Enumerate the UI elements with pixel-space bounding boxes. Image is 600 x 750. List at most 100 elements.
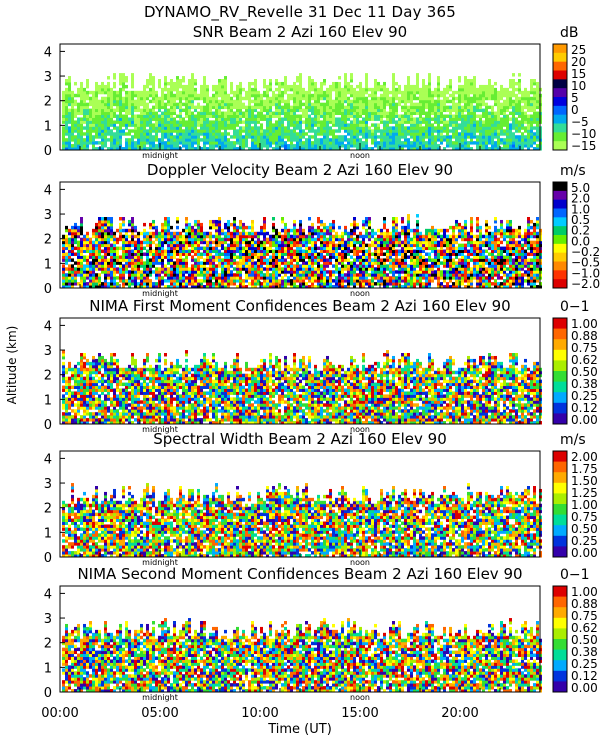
heatmap-cell [218,279,221,283]
heatmap-cell [260,273,263,277]
heatmap-cell [518,138,521,142]
heatmap-cell [191,90,194,95]
heatmap-cell [179,129,182,133]
heatmap-cell [104,129,107,133]
heatmap-cell [482,102,485,107]
heatmap-cell [371,90,374,95]
heatmap-cell [263,81,266,86]
heatmap-cell [239,111,242,116]
heatmap-cell [509,79,512,83]
heatmap-cell [116,258,119,262]
heatmap-cell [104,90,107,95]
heatmap-cell [248,147,251,151]
heatmap-cell [71,252,74,256]
heatmap-cell [83,264,86,268]
heatmap-cell [317,111,320,116]
heatmap-cell [167,102,170,107]
heatmap-cell [314,246,317,251]
heatmap-cell [86,258,89,262]
heatmap-cell [527,129,530,133]
heatmap-cell [380,135,383,139]
heatmap-cell [236,111,239,116]
heatmap-cell [122,99,125,104]
heatmap-cell [500,96,503,101]
heatmap-cell [146,267,149,271]
heatmap-cell [74,231,77,236]
heatmap-cell [362,87,365,92]
heatmap-cell [332,123,335,127]
heatmap-cell [155,138,158,142]
heatmap-cell [251,231,254,236]
heatmap-cell [281,132,284,136]
heatmap-cell [227,276,230,280]
heatmap-cell [413,102,416,107]
heatmap-cell [311,249,314,254]
heatmap-cell [92,120,95,124]
heatmap-cell [122,132,125,136]
heatmap-cell [293,231,296,236]
heatmap-cell [83,117,86,121]
heatmap-cell [140,138,143,142]
heatmap-cell [188,282,191,286]
heatmap-cell [272,264,275,268]
heatmap-cell [428,147,431,151]
heatmap-cell [476,105,479,110]
heatmap-cell [500,105,503,110]
heatmap-cell [332,129,335,133]
heatmap-cell [512,99,515,104]
heatmap-cell [197,249,200,254]
heatmap-cell [197,255,200,259]
heatmap-cell [224,252,227,256]
heatmap-cell [440,108,443,113]
heatmap-cell [287,255,290,259]
heatmap-cell [236,228,239,233]
heatmap-cell [230,243,233,248]
heatmap-cell [497,99,500,104]
heatmap-cell [137,114,140,118]
heatmap-cell [125,240,128,245]
heatmap-cell [428,76,431,80]
heatmap-cell [152,129,155,133]
heatmap-cell [437,111,440,116]
heatmap-cell [170,249,173,254]
heatmap-cell [152,123,155,127]
heatmap-cell [398,141,401,145]
heatmap-cell [143,102,146,107]
heatmap-cell [215,129,218,133]
heatmap-cell [464,108,467,113]
heatmap-cell [83,270,86,274]
heatmap-cell [455,123,458,127]
heatmap-cell [314,96,317,101]
heatmap-cell [209,219,212,224]
heatmap-cell [248,267,251,271]
heatmap-cell [305,138,308,142]
heatmap-cell [317,93,320,98]
heatmap-cell [254,144,257,148]
heatmap-cell [494,114,497,118]
heatmap-cell [506,108,509,113]
heatmap-cell [317,102,320,107]
heatmap-cell [458,76,461,80]
heatmap-cell [257,144,260,148]
heatmap-cell [308,270,311,274]
heatmap-cell [488,81,491,86]
heatmap-cell [386,96,389,101]
heatmap-cell [155,234,158,239]
heatmap-cell [203,96,206,101]
heatmap-cell [278,117,281,121]
heatmap-cell [140,147,143,151]
heatmap-cell [203,129,206,133]
heatmap-cell [254,129,257,133]
heatmap-cell [233,279,236,283]
heatmap-cell [311,102,314,107]
heatmap-cell [275,255,278,259]
heatmap-cell [392,79,395,83]
heatmap-cell [107,228,110,233]
heatmap-cell [116,135,119,139]
heatmap-cell [161,111,164,116]
heatmap-cell [515,120,518,124]
heatmap-cell [122,234,125,239]
heatmap-cell [275,114,278,118]
heatmap-cell [137,120,140,124]
heatmap-cell [464,90,467,95]
